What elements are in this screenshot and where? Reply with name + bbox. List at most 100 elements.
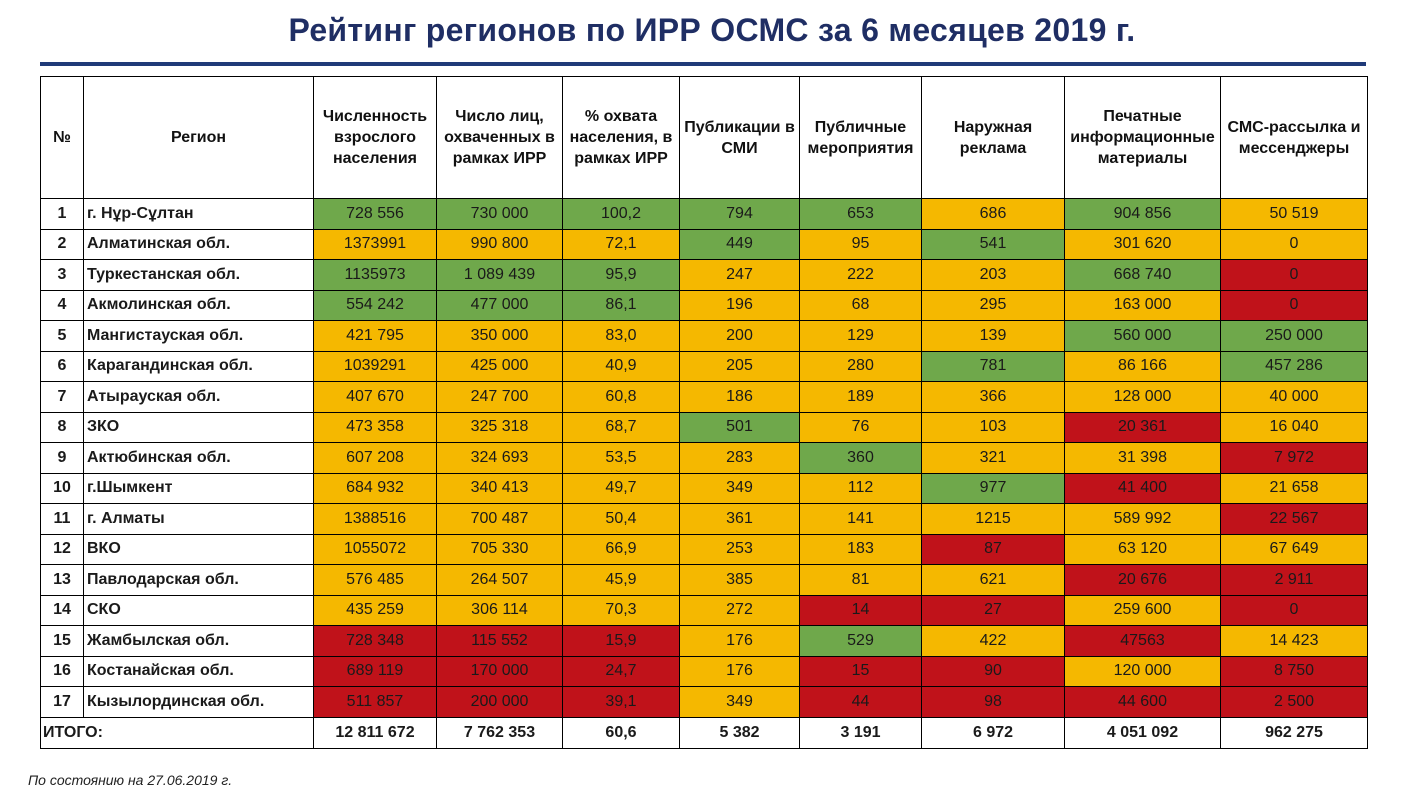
covered-persons-cell: 990 800 <box>436 228 563 260</box>
total-cell: 962 275 <box>1220 716 1368 749</box>
adult-population-cell: 1039291 <box>313 350 437 382</box>
row-number: 4 <box>40 289 84 321</box>
row-number: 10 <box>40 472 84 504</box>
row-number: 14 <box>40 594 84 626</box>
public-events-cell: 15 <box>799 655 922 687</box>
covered-persons-cell: 425 000 <box>436 350 563 382</box>
row-number: 3 <box>40 259 84 291</box>
total-row: ИТОГО: 12 811 672 7 762 353 60,6 5 382 3… <box>40 716 1368 749</box>
region-name: г. Алматы <box>83 503 314 535</box>
header-row: № Регион Численность взрослого населения… <box>40 76 1368 199</box>
covered-persons-cell: 350 000 <box>436 320 563 352</box>
media-publications-cell: 205 <box>679 350 800 382</box>
adult-population-cell: 407 670 <box>313 381 437 413</box>
printed-materials-cell: 31 398 <box>1064 442 1221 474</box>
adult-population-cell: 576 485 <box>313 564 437 596</box>
media-publications-cell: 186 <box>679 381 800 413</box>
printed-materials-cell: 41 400 <box>1064 472 1221 504</box>
adult-population-cell: 554 242 <box>313 289 437 321</box>
total-cell: 6 972 <box>921 716 1065 749</box>
row-number: 6 <box>40 350 84 382</box>
printed-materials-cell: 163 000 <box>1064 289 1221 321</box>
region-name: Карагандинская обл. <box>83 350 314 382</box>
table-row: 2 Алматинская обл. 1373991 990 800 72,1 449 95… <box>40 228 1368 260</box>
sms-messengers-cell: 0 <box>1220 228 1368 260</box>
covered-persons-cell: 264 507 <box>436 564 563 596</box>
printed-materials-cell: 44 600 <box>1064 686 1221 718</box>
printed-materials-cell: 47563 <box>1064 625 1221 657</box>
region-name: Атырауская обл. <box>83 381 314 413</box>
sms-messengers-cell: 16 040 <box>1220 411 1368 443</box>
sms-messengers-cell: 67 649 <box>1220 533 1368 565</box>
row-number: 12 <box>40 533 84 565</box>
row-number: 11 <box>40 503 84 535</box>
total-cell: 60,6 <box>562 716 680 749</box>
public-events-cell: 222 <box>799 259 922 291</box>
outdoor-ads-cell: 321 <box>921 442 1065 474</box>
media-publications-cell: 176 <box>679 655 800 687</box>
media-publications-cell: 449 <box>679 228 800 260</box>
rating-table: № Регион Численность взрослого населения… <box>40 76 1368 749</box>
public-events-cell: 95 <box>799 228 922 260</box>
adult-population-cell: 728 348 <box>313 625 437 657</box>
region-name: г.Шымкент <box>83 472 314 504</box>
adult-population-cell: 511 857 <box>313 686 437 718</box>
table-body: 1 г. Нұр-Сұлтан 728 556 730 000 100,2 794 653 6… <box>40 198 1368 718</box>
media-publications-cell: 794 <box>679 198 800 230</box>
printed-materials-cell: 668 740 <box>1064 259 1221 291</box>
sms-messengers-cell: 0 <box>1220 594 1368 626</box>
outdoor-ads-cell: 27 <box>921 594 1065 626</box>
printed-materials-cell: 128 000 <box>1064 381 1221 413</box>
table-row: 11 г. Алматы 1388516 700 487 50,4 361 141 1215 5… <box>40 503 1368 535</box>
adult-population-cell: 684 932 <box>313 472 437 504</box>
covered-persons-cell: 325 318 <box>436 411 563 443</box>
row-number: 16 <box>40 655 84 687</box>
coverage-percent-cell: 86,1 <box>562 289 680 321</box>
adult-population-cell: 1055072 <box>313 533 437 565</box>
row-number: 5 <box>40 320 84 352</box>
sms-messengers-cell: 2 911 <box>1220 564 1368 596</box>
covered-persons-cell: 306 114 <box>436 594 563 626</box>
covered-persons-cell: 340 413 <box>436 472 563 504</box>
covered-persons-cell: 200 000 <box>436 686 563 718</box>
coverage-percent-cell: 40,9 <box>562 350 680 382</box>
public-events-cell: 653 <box>799 198 922 230</box>
total-cell: 5 382 <box>679 716 800 749</box>
outdoor-ads-cell: 87 <box>921 533 1065 565</box>
total-cell: 4 051 092 <box>1064 716 1221 749</box>
public-events-cell: 76 <box>799 411 922 443</box>
sms-messengers-cell: 0 <box>1220 289 1368 321</box>
printed-materials-cell: 20 361 <box>1064 411 1221 443</box>
col-header-coverage-percent: % охвата населения, в рамках ИРР <box>562 76 680 199</box>
row-number: 7 <box>40 381 84 413</box>
public-events-cell: 14 <box>799 594 922 626</box>
total-cell: 12 811 672 <box>313 716 437 749</box>
outdoor-ads-cell: 295 <box>921 289 1065 321</box>
media-publications-cell: 361 <box>679 503 800 535</box>
outdoor-ads-cell: 686 <box>921 198 1065 230</box>
table-row: 9 Актюбинская обл. 607 208 324 693 53,5 283 36… <box>40 442 1368 474</box>
sms-messengers-cell: 0 <box>1220 259 1368 291</box>
adult-population-cell: 1388516 <box>313 503 437 535</box>
coverage-percent-cell: 24,7 <box>562 655 680 687</box>
public-events-cell: 44 <box>799 686 922 718</box>
coverage-percent-cell: 66,9 <box>562 533 680 565</box>
coverage-percent-cell: 95,9 <box>562 259 680 291</box>
adult-population-cell: 728 556 <box>313 198 437 230</box>
table-row: 1 г. Нұр-Сұлтан 728 556 730 000 100,2 794 653 6… <box>40 198 1368 230</box>
public-events-cell: 280 <box>799 350 922 382</box>
region-name: Алматинская обл. <box>83 228 314 260</box>
adult-population-cell: 1373991 <box>313 228 437 260</box>
table-row: 12 ВКО 1055072 705 330 66,9 253 183 87 63 120 67 … <box>40 533 1368 565</box>
coverage-percent-cell: 53,5 <box>562 442 680 474</box>
outdoor-ads-cell: 98 <box>921 686 1065 718</box>
row-number: 13 <box>40 564 84 596</box>
covered-persons-cell: 247 700 <box>436 381 563 413</box>
media-publications-cell: 501 <box>679 411 800 443</box>
region-name: Костанайская обл. <box>83 655 314 687</box>
coverage-percent-cell: 70,3 <box>562 594 680 626</box>
col-header-region: Регион <box>83 76 314 199</box>
outdoor-ads-cell: 621 <box>921 564 1065 596</box>
col-header-covered-persons: Число лиц, охваченных в рамках ИРР <box>436 76 563 199</box>
public-events-cell: 529 <box>799 625 922 657</box>
